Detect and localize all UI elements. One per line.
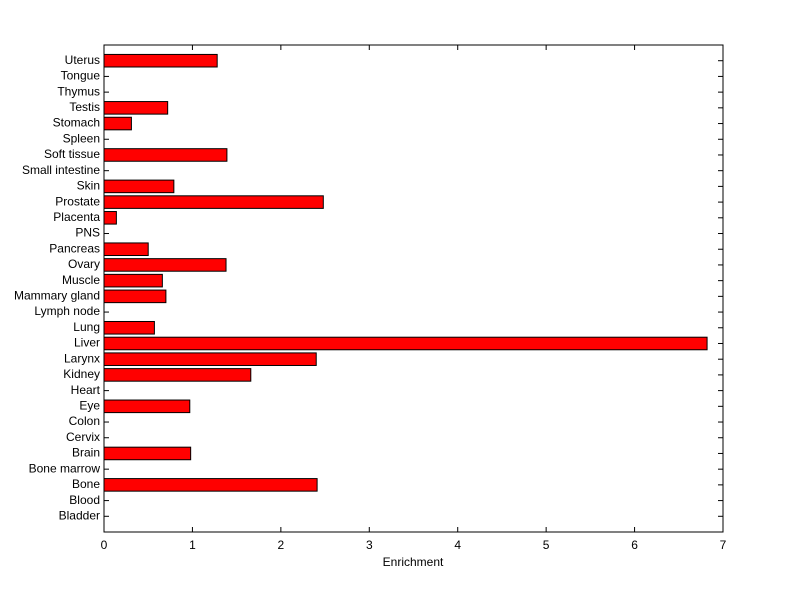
- x-tick-label: 6: [631, 538, 638, 552]
- y-tick-label: Colon: [69, 414, 100, 428]
- y-tick-label: Cervix: [66, 430, 100, 444]
- y-tick-label: Bone marrow: [29, 461, 101, 475]
- y-tick-label: Uterus: [65, 53, 100, 67]
- x-tick-label: 3: [366, 538, 373, 552]
- bar: [103, 101, 169, 115]
- y-tick-label: Kidney: [63, 367, 100, 381]
- x-tick-label: 1: [189, 538, 196, 552]
- y-tick-label: Stomach: [53, 116, 100, 130]
- bar: [103, 478, 318, 492]
- y-tick-label: Bladder: [59, 508, 100, 522]
- x-tick-label: 7: [720, 538, 727, 552]
- x-tick-label: 5: [543, 538, 550, 552]
- plot-frame: [103, 44, 724, 533]
- x-tick-label: 0: [101, 538, 108, 552]
- y-tick-label: PNS: [75, 226, 100, 240]
- bar: [103, 289, 167, 304]
- y-tick-label: Mammary gland: [14, 289, 100, 303]
- y-tick-label: Bone: [72, 477, 100, 491]
- y-tick-label: Small intestine: [22, 163, 100, 177]
- y-tick-label: Brain: [72, 446, 100, 460]
- y-tick-label: Pancreas: [49, 241, 100, 255]
- y-tick-label: Placenta: [53, 210, 100, 224]
- y-tick-label: Soft tissue: [44, 147, 100, 161]
- bar: [103, 258, 227, 272]
- y-tick-label: Liver: [74, 336, 100, 350]
- y-tick-label: Eye: [79, 398, 100, 412]
- y-tick-label: Testis: [69, 100, 100, 114]
- bar: [103, 352, 317, 366]
- y-tick-label: Ovary: [68, 257, 100, 271]
- y-tick-label: Tongue: [61, 69, 101, 83]
- bar: [103, 399, 191, 414]
- bar: [103, 195, 324, 209]
- x-axis-label: Enrichment: [383, 555, 444, 569]
- y-tick-label: Blood: [69, 493, 100, 507]
- bar: [103, 368, 252, 382]
- bar: [103, 148, 228, 162]
- y-tick-label: Larynx: [64, 351, 100, 365]
- y-tick-label: Skin: [77, 179, 100, 193]
- bar: [103, 53, 218, 68]
- bar: [103, 446, 192, 461]
- y-tick-label: Lymph node: [34, 304, 100, 318]
- y-tick-label: Lung: [73, 320, 100, 334]
- bar: [103, 273, 163, 288]
- y-tick-label: Prostate: [55, 194, 100, 208]
- y-tick-label: Thymus: [57, 84, 100, 98]
- y-tick-label: Spleen: [63, 131, 100, 145]
- bar: [103, 336, 708, 351]
- bar: [103, 179, 175, 194]
- x-tick-label: 4: [454, 538, 461, 552]
- y-tick-label: Heart: [71, 383, 101, 397]
- y-tick-label: Muscle: [62, 273, 100, 287]
- bar: [103, 242, 149, 257]
- bar: [103, 320, 155, 335]
- bar: [103, 116, 132, 131]
- x-tick-label: 2: [278, 538, 285, 552]
- bar: [103, 211, 117, 225]
